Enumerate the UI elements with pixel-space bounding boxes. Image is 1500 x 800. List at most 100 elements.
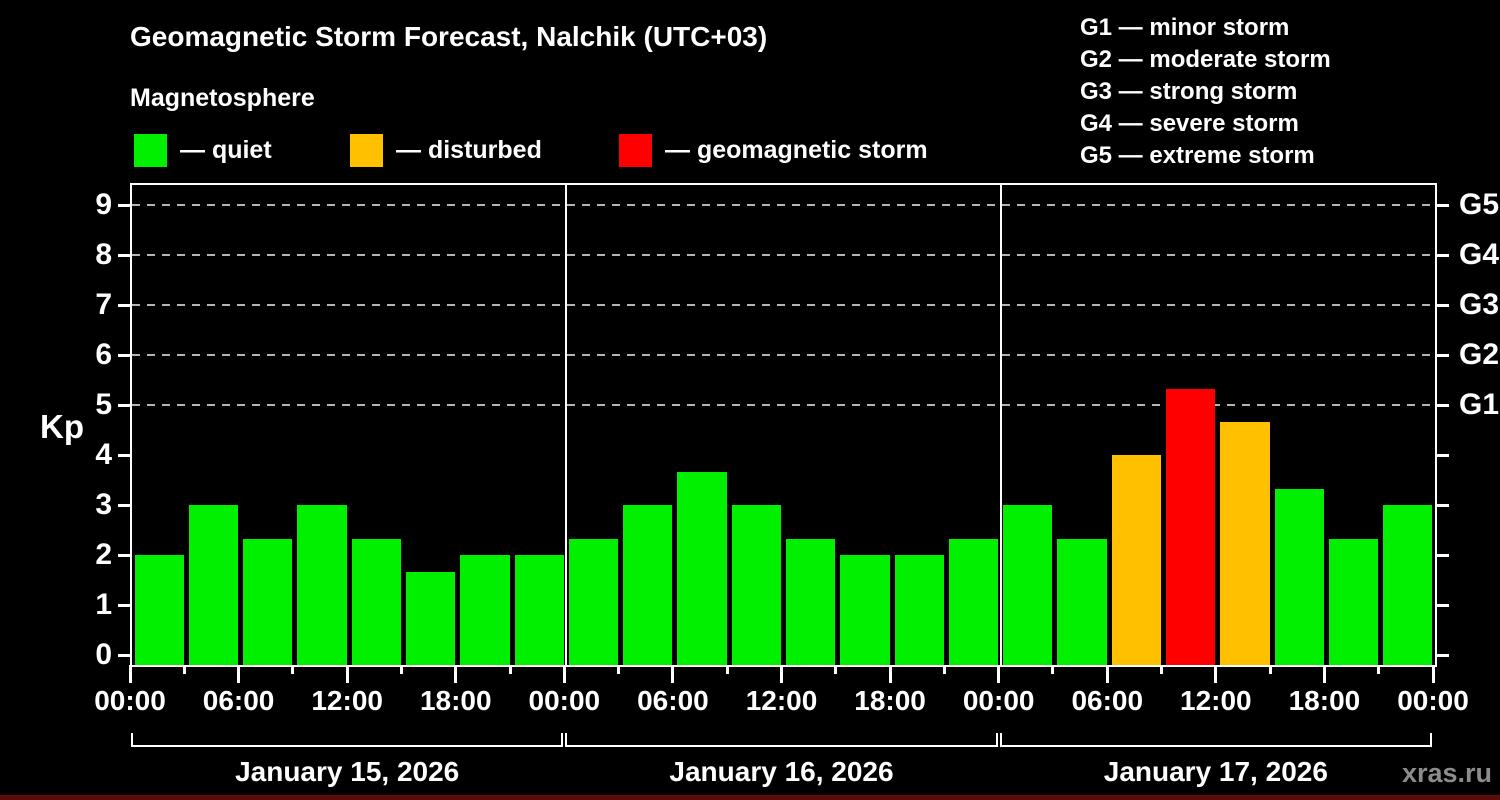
legend-item-quiet: — quiet [134, 133, 272, 167]
x-axis-minor-tick [1268, 665, 1272, 674]
kp-bar [677, 471, 727, 665]
x-axis-major-tick [345, 665, 349, 683]
x-axis-label: 18:00 [1288, 685, 1361, 716]
kp-bar [568, 538, 619, 665]
x-axis-major-tick [1431, 665, 1435, 683]
kp-bar [948, 538, 999, 665]
magnetosphere-subtitle: Magnetosphere [130, 84, 315, 112]
legend-label: — disturbed [396, 135, 542, 164]
gridline-kp6 [132, 354, 1435, 356]
x-axis-label: 12:00 [311, 685, 383, 716]
x-axis-minor-tick [1160, 665, 1164, 674]
gridline-kp5 [132, 404, 1435, 406]
y-axis-tick [118, 203, 130, 207]
kp-bar [188, 505, 239, 665]
y-axis-label: 5 [95, 388, 112, 421]
x-axis-label: 00:00 [1397, 685, 1469, 716]
kp-bar [1328, 538, 1379, 665]
storm-scale-item: G4 — severe storm [1080, 110, 1299, 137]
x-axis-label: 18:00 [854, 685, 926, 716]
y-axis-label: 1 [95, 588, 112, 621]
y-axis-label: 3 [95, 488, 112, 521]
x-axis-major-tick [997, 665, 1001, 683]
x-axis-major-tick [237, 665, 241, 683]
gridline-kp9 [132, 204, 1435, 206]
x-axis-label: 12:00 [745, 685, 818, 716]
y-axis-tick [118, 253, 130, 257]
quiet-color-swatch [134, 133, 167, 167]
y-axis-label: 0 [95, 638, 112, 671]
y-axis-label: 4 [95, 438, 112, 471]
x-axis-major-tick [562, 665, 566, 683]
x-axis-minor-tick [725, 665, 729, 674]
x-axis-minor-tick [834, 665, 838, 674]
kp-bar [134, 555, 184, 665]
x-axis-label: 06:00 [1071, 685, 1144, 716]
y-axis-label: 7 [95, 288, 112, 321]
day-divider [999, 185, 1002, 665]
x-axis-minor-tick [399, 665, 403, 674]
watermark: xras.ru [1401, 758, 1492, 788]
right-axis-tick [1437, 503, 1449, 507]
y-axis-label: 9 [95, 188, 112, 221]
x-axis-label: 12:00 [1180, 685, 1252, 716]
disturbed-color-swatch [350, 133, 383, 167]
x-axis-minor-tick [182, 665, 186, 674]
day-label: January 16, 2026 [669, 756, 894, 787]
plot-area: 0 1 2 3 4 5 6 7 8 9 G1 G2 G3 G4 G5 [95, 183, 1499, 671]
kp-bar [405, 571, 456, 665]
kp-axis-title: Kp [40, 408, 84, 445]
kp-bar [623, 505, 673, 665]
g-scale-label-G5: G5 [1459, 188, 1500, 221]
y-axis-label: 6 [95, 338, 112, 371]
legend-label: — quiet [180, 135, 272, 164]
x-axis-label: 06:00 [637, 685, 709, 716]
gridline-kp7 [132, 304, 1435, 306]
right-axis-tick [1437, 353, 1449, 357]
kp-bar [840, 555, 890, 665]
kp-bar [460, 555, 510, 665]
x-axis-major-tick [454, 665, 458, 683]
storm-scale-item: G1 — minor storm [1080, 14, 1290, 41]
kp-bar [1274, 488, 1324, 665]
g-scale-label-G4: G4 [1459, 238, 1500, 271]
day-label: January 17, 2026 [1103, 756, 1328, 787]
legend-label: — geomagnetic storm [665, 135, 928, 164]
x-axis-minor-tick [617, 665, 621, 674]
x-axis-major-tick [671, 665, 675, 683]
kp-bar [351, 538, 401, 665]
day-label: January 15, 2026 [235, 756, 460, 787]
y-axis-tick [118, 403, 130, 407]
y-axis-tick [118, 503, 130, 507]
x-axis-major-tick [1322, 665, 1326, 683]
storm-scale-item: G3 — strong storm [1080, 78, 1298, 105]
storm-scale-item: G2 — moderate storm [1080, 46, 1331, 73]
x-axis-label: 00:00 [962, 685, 1035, 716]
right-axis-tick [1437, 453, 1449, 457]
y-axis-tick [118, 353, 130, 357]
day-bracket [131, 733, 564, 747]
x-axis-label: 06:00 [202, 685, 275, 716]
kp-bar [1111, 455, 1162, 665]
y-axis-tick [118, 303, 130, 307]
x-axis-label: 00:00 [528, 685, 601, 716]
y-axis-label: 2 [95, 538, 112, 571]
kp-bar [731, 505, 781, 665]
x-axis-major-tick [128, 665, 132, 683]
storm-color-swatch [619, 133, 652, 167]
x-axis-minor-tick [1377, 665, 1381, 674]
bottom-strip [0, 795, 1500, 800]
g-scale-label-G3: G3 [1459, 288, 1500, 321]
kp-bar [1057, 538, 1107, 665]
x-axis-minor-tick [508, 665, 512, 674]
x-axis-label: 00:00 [94, 685, 166, 716]
right-axis-tick [1437, 403, 1449, 407]
y-axis-tick [118, 653, 130, 657]
right-axis-tick [1437, 603, 1449, 607]
g-scale-label-G2: G2 [1459, 338, 1500, 371]
right-axis-tick [1437, 203, 1449, 207]
page-title: Geomagnetic Storm Forecast, Nalchik (UTC… [130, 21, 768, 52]
y-axis-tick [118, 603, 130, 607]
kp-bar [894, 555, 944, 665]
kp-bar [1166, 388, 1216, 665]
